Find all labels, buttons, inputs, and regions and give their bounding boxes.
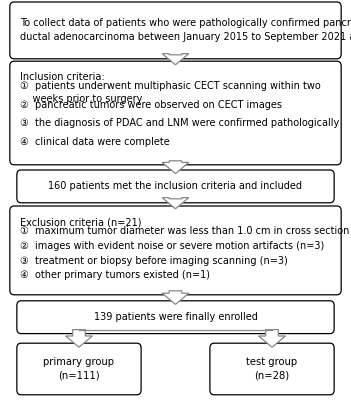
Text: 139 patients were finally enrolled: 139 patients were finally enrolled [94,312,257,322]
Text: test group
(n=28): test group (n=28) [246,357,298,381]
Text: ①  maximum tumor diameter was less than 1.0 cm in cross section (n=14): ① maximum tumor diameter was less than 1… [20,226,351,236]
Text: Inclusion criteria:: Inclusion criteria: [20,72,105,82]
Text: To collect data of patients who were pathologically confirmed pancreatic
ductal : To collect data of patients who were pat… [20,18,351,42]
FancyBboxPatch shape [17,343,141,395]
Text: ②  pancreatic tumors were observed on CECT images: ② pancreatic tumors were observed on CEC… [20,100,282,110]
Text: ①  patients underwent multiphasic CECT scanning within two
    weeks prior to su: ① patients underwent multiphasic CECT sc… [20,81,321,104]
Polygon shape [66,330,92,347]
Polygon shape [162,54,189,65]
FancyBboxPatch shape [17,170,334,203]
Polygon shape [259,330,285,347]
Text: primary group
(n=111): primary group (n=111) [44,357,114,381]
FancyBboxPatch shape [10,2,341,59]
Text: ③  the diagnosis of PDAC and LNM were confirmed pathologically: ③ the diagnosis of PDAC and LNM were con… [20,118,340,128]
FancyBboxPatch shape [210,343,334,395]
Text: 160 patients met the inclusion criteria and included: 160 patients met the inclusion criteria … [48,181,303,191]
Polygon shape [162,291,189,304]
Text: ④  other primary tumors existed (n=1): ④ other primary tumors existed (n=1) [20,270,210,280]
Text: ③  treatment or biopsy before imaging scanning (n=3): ③ treatment or biopsy before imaging sca… [20,256,288,266]
Polygon shape [162,198,189,209]
FancyBboxPatch shape [10,206,341,295]
FancyBboxPatch shape [17,301,334,334]
FancyBboxPatch shape [10,61,341,165]
Text: Exclusion criteria (n=21): Exclusion criteria (n=21) [20,217,142,227]
Polygon shape [162,161,189,174]
Text: ②  images with evident noise or severe motion artifacts (n=3): ② images with evident noise or severe mo… [20,241,325,251]
Text: ④  clinical data were complete: ④ clinical data were complete [20,137,170,147]
